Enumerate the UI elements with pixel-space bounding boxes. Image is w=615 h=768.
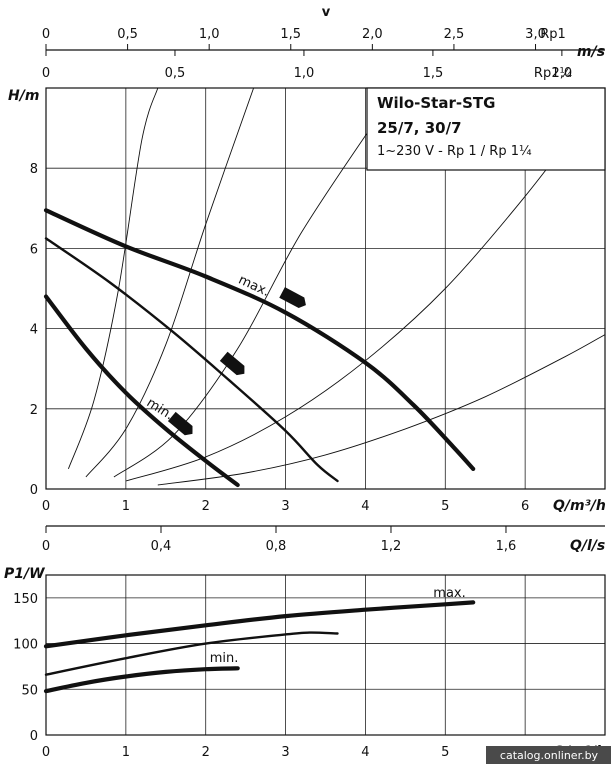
flow-ls-tick-label: 1,6 bbox=[496, 539, 517, 554]
head-y-tick-label: 8 bbox=[30, 162, 38, 177]
velocity-axes: v 0 0,5 1,0 1,5 2,0 2,5 3,0 0 0,5 1,0 1,5 2,0 Rp1 m/s R… bbox=[42, 5, 605, 81]
power-x-tick-label: 4 bbox=[361, 745, 369, 760]
flow-ls-tick-label: 1,2 bbox=[381, 539, 402, 554]
speed-arrow-marker bbox=[279, 287, 306, 309]
system-curve bbox=[113, 111, 382, 478]
power-x-tick-label: 5 bbox=[441, 745, 449, 760]
system-curve bbox=[157, 334, 605, 486]
head-x-tick-label: 6 bbox=[521, 499, 529, 514]
power-plot-frame bbox=[45, 574, 606, 736]
watermark-text: catalog.onliner.by bbox=[500, 749, 599, 762]
head-x-tick-label: 1 bbox=[122, 499, 130, 514]
velocity-row1-pipe-label: Rp1 bbox=[540, 27, 566, 42]
head-x-tick-label: 0 bbox=[42, 499, 50, 514]
power-max-label: max. bbox=[433, 586, 465, 601]
velocity-row1-tick-label: 1,0 bbox=[199, 27, 220, 42]
flow-ls-axis-label: Q/l/s bbox=[570, 538, 605, 554]
flow-ls-tick-label: 0,8 bbox=[266, 539, 287, 554]
velocity-row1-tick-label: 3,0 bbox=[525, 27, 546, 42]
power-curve-min bbox=[43, 666, 240, 694]
velocity-row2-tick-label: 1,0 bbox=[294, 66, 315, 81]
power-x-tick-label: 2 bbox=[202, 745, 210, 760]
head-curve-max bbox=[43, 208, 476, 471]
head-y-tick-label: 2 bbox=[30, 403, 38, 418]
speed-arrow-marker bbox=[167, 411, 193, 436]
head-x-tick-label: 4 bbox=[361, 499, 369, 514]
chart-title: Wilo-Star-STG bbox=[377, 94, 495, 112]
speed-arrow-marker bbox=[219, 351, 245, 376]
chart-subtitle-models: 25/7, 30/7 bbox=[377, 119, 462, 137]
power-y-tick-label: 0 bbox=[30, 729, 38, 744]
velocity-axis-title: v bbox=[322, 5, 331, 20]
velocity-row2-pipe-label: Rp1¼ bbox=[534, 66, 573, 81]
power-y-axis-label: P1/W bbox=[4, 566, 45, 582]
flow-ls-tick-label: 0,4 bbox=[151, 539, 172, 554]
velocity-row1-tick-label: 0 bbox=[42, 27, 50, 42]
velocity-row2-tick-label: 0,5 bbox=[165, 66, 186, 81]
power-x-tick-label: 1 bbox=[122, 745, 130, 760]
system-curve bbox=[67, 88, 159, 470]
head-x-tick-label: 5 bbox=[441, 499, 449, 514]
head-y-axis-label: H/m bbox=[8, 88, 39, 104]
velocity-row1-tick-label: 0,5 bbox=[117, 27, 138, 42]
chart-subtitle-voltage: 1~230 V - Rp 1 / Rp 1¼ bbox=[377, 144, 532, 159]
head-y-tick-label: 4 bbox=[30, 323, 38, 338]
head-x-tick-label: 2 bbox=[202, 499, 210, 514]
head-plot-frame bbox=[45, 87, 606, 490]
title-box: Wilo-Star-STG 25/7, 30/7 1~230 V - Rp 1 … bbox=[366, 87, 606, 171]
velocity-row1-tick-label: 2,5 bbox=[444, 27, 465, 42]
power-x-tick-label: 3 bbox=[281, 745, 289, 760]
head-x-tick-label: 3 bbox=[281, 499, 289, 514]
head-curve-min bbox=[43, 294, 240, 488]
power-y-tick-label: 50 bbox=[21, 683, 38, 698]
power-curve-mid bbox=[44, 631, 339, 676]
velocity-unit-label: m/s bbox=[577, 44, 605, 60]
system-curve bbox=[85, 88, 255, 478]
flow-ls-axis: 0 0,4 0,8 1,2 1,6 Q/l/s bbox=[42, 525, 605, 554]
power-y-tick-label: 150 bbox=[13, 592, 38, 607]
watermark: catalog.onliner.by bbox=[486, 746, 611, 764]
velocity-row2-tick-label: 2,0 bbox=[552, 66, 573, 81]
velocity-row2-tick-label: 1,5 bbox=[423, 66, 444, 81]
velocity-row1-tick-label: 2,0 bbox=[362, 27, 383, 42]
head-curve-mid bbox=[44, 237, 339, 483]
velocity-row1-tick-label: 1,5 bbox=[280, 27, 301, 42]
head-x-axis-label: Q/m³/h bbox=[553, 498, 606, 514]
power-curve-max bbox=[43, 600, 476, 649]
power-min-label: min. bbox=[210, 651, 239, 666]
power-y-tick-label: 100 bbox=[13, 638, 38, 653]
velocity-row2-tick-label: 0 bbox=[42, 66, 50, 81]
head-y-tick-label: 6 bbox=[30, 242, 38, 257]
system-curves bbox=[67, 88, 605, 486]
power-x-tick-label: 0 bbox=[42, 745, 50, 760]
system-curve bbox=[125, 91, 605, 482]
flow-ls-tick-label: 0 bbox=[42, 539, 50, 554]
head-y-tick-label: 0 bbox=[30, 483, 38, 498]
